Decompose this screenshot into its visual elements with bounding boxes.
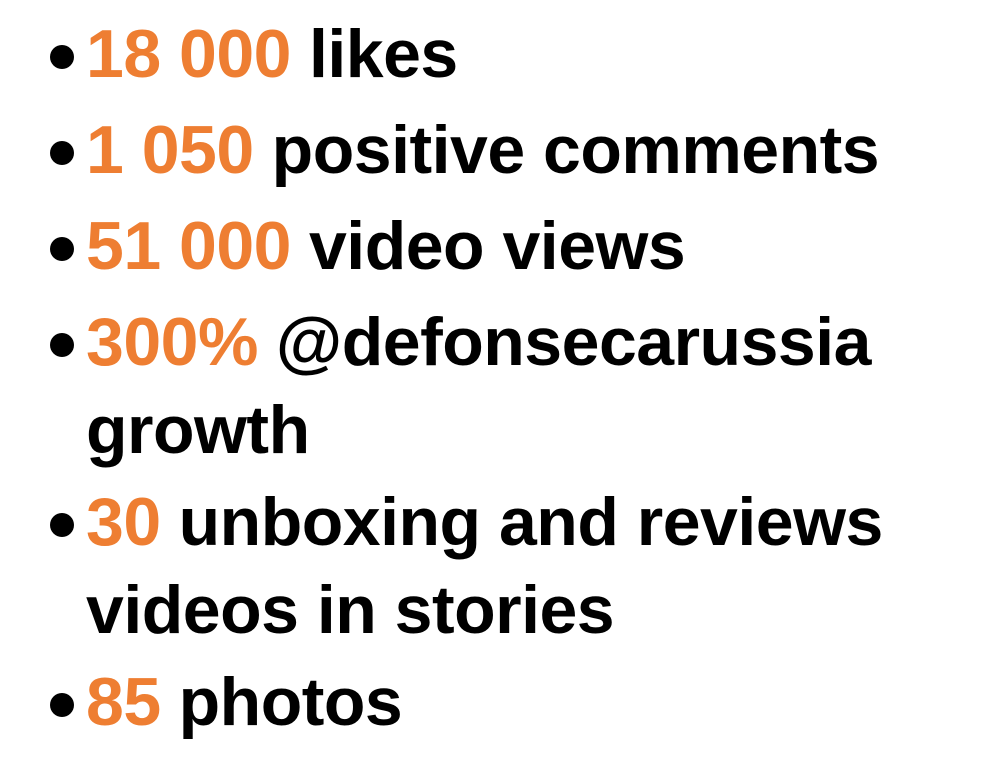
stat-text: @defonsecarussia growth — [86, 304, 871, 468]
stat-number: 1 050 — [86, 112, 254, 188]
stats-list: 18 000 likes 1 050 positive comments 51 00… — [0, 10, 1000, 746]
bullet-icon — [50, 141, 74, 165]
bullet-icon — [50, 237, 74, 261]
stat-number: 30 — [86, 484, 161, 560]
bullet-icon — [50, 333, 74, 357]
bullet-icon — [50, 513, 74, 537]
stat-text: photos — [178, 664, 403, 740]
stat-item-likes: 18 000 likes — [0, 10, 1000, 98]
stat-number: 51 000 — [86, 208, 291, 284]
stat-text: video views — [308, 208, 686, 284]
stat-item-videos: 30 unboxing and reviews videos in stories — [0, 478, 1000, 654]
stat-text: positive comments — [271, 112, 880, 188]
stat-number: 300% — [86, 304, 258, 380]
stat-text: unboxing and reviews videos in stories — [86, 484, 883, 648]
stat-item-photos: 85 photos — [0, 658, 1000, 746]
stat-item-views: 51 000 video views — [0, 202, 1000, 290]
bullet-icon — [50, 45, 74, 69]
stat-number: 85 — [86, 664, 161, 740]
stat-text: likes — [308, 16, 458, 92]
bullet-icon — [50, 693, 74, 717]
stat-item-growth: 300% @defonsecarussia growth — [0, 298, 1000, 474]
stat-number: 18 000 — [86, 16, 291, 92]
stat-item-comments: 1 050 positive comments — [0, 106, 1000, 194]
